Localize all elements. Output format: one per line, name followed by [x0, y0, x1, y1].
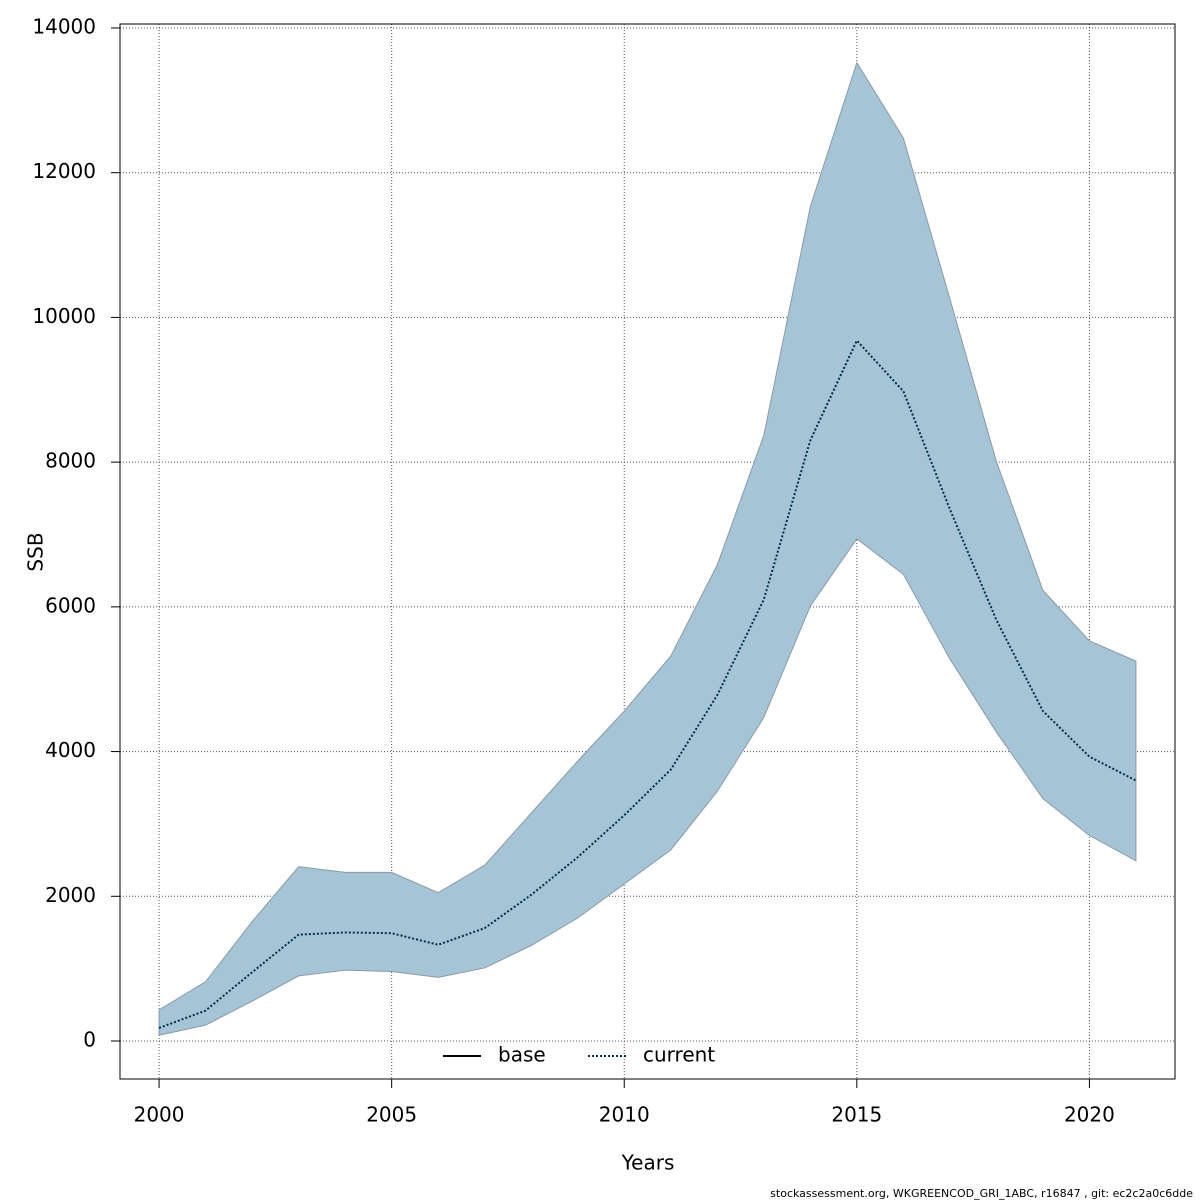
footer: stockassessment.org, WKGREENCOD_GRI_1ABC…	[770, 1187, 1193, 1200]
y-tick-label: 10000	[32, 304, 96, 328]
x-tick-label: 2005	[366, 1103, 417, 1127]
confidence-band	[158, 61, 1137, 1036]
y-tick-label: 6000	[45, 593, 96, 617]
y-axis-label: SSB	[24, 532, 48, 571]
y-tick-label: 14000	[32, 14, 96, 38]
y-tick-label: 2000	[45, 883, 96, 907]
x-tick-label: 2000	[134, 1103, 185, 1127]
y-tick-label: 4000	[45, 738, 96, 762]
x-tick-label: 2020	[1064, 1103, 1115, 1127]
legend-label: base	[498, 1043, 546, 1067]
x-tick-label: 2010	[599, 1103, 650, 1127]
y-tick-label: 8000	[45, 449, 96, 473]
legend-label: current	[643, 1043, 715, 1067]
x-axis-label: Years	[621, 1151, 675, 1175]
y-tick-label: 12000	[32, 159, 96, 183]
y-tick-label: 0	[83, 1028, 96, 1052]
plot-frame	[119, 23, 1176, 1080]
x-tick-label: 2015	[831, 1103, 882, 1127]
series-line	[158, 338, 1137, 1029]
